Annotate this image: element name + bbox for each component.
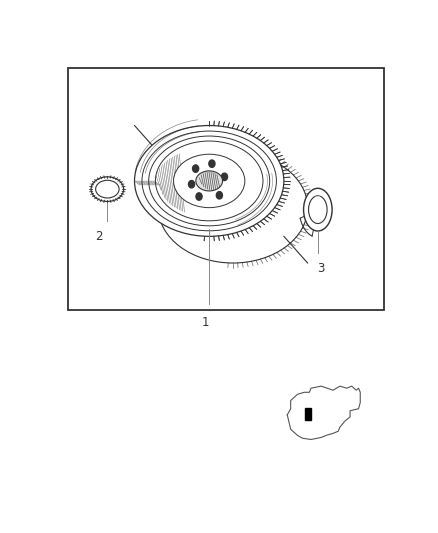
Ellipse shape bbox=[196, 171, 223, 191]
Ellipse shape bbox=[304, 188, 332, 231]
Polygon shape bbox=[304, 188, 332, 231]
Circle shape bbox=[222, 173, 227, 181]
Text: 1: 1 bbox=[202, 317, 209, 329]
Ellipse shape bbox=[158, 152, 307, 263]
Bar bbox=[68, 68, 384, 310]
Polygon shape bbox=[316, 197, 320, 203]
Ellipse shape bbox=[134, 126, 284, 236]
Circle shape bbox=[216, 191, 223, 199]
Circle shape bbox=[193, 165, 199, 172]
Circle shape bbox=[209, 160, 215, 167]
Text: 2: 2 bbox=[95, 230, 102, 243]
Circle shape bbox=[196, 193, 202, 200]
Circle shape bbox=[188, 181, 194, 188]
Ellipse shape bbox=[308, 196, 327, 223]
Ellipse shape bbox=[173, 154, 245, 208]
Text: 3: 3 bbox=[318, 262, 325, 275]
